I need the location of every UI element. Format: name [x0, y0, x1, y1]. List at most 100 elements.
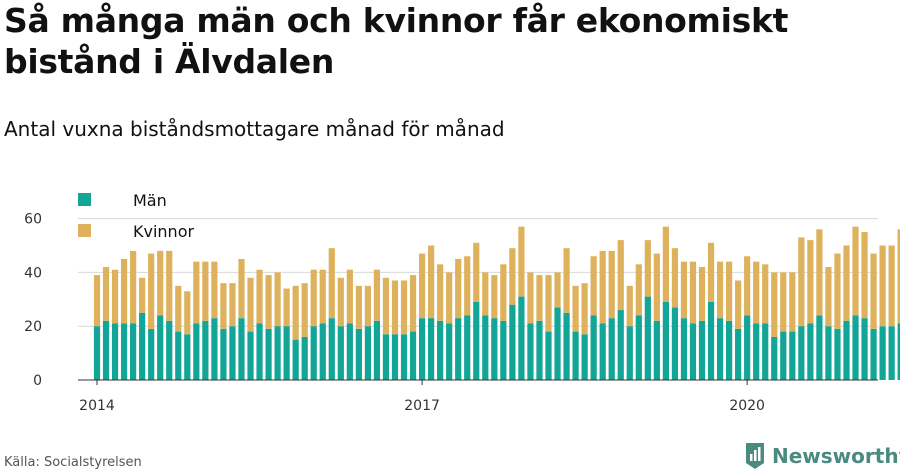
bar-men [536, 320, 543, 380]
bar-women [301, 283, 308, 337]
bar-men [554, 307, 561, 380]
bar-women [139, 277, 146, 313]
bar-men [256, 323, 263, 380]
bar-men [744, 315, 751, 380]
x-tick-label: 2014 [79, 398, 115, 414]
bar-men [202, 320, 209, 380]
bar-women [418, 253, 426, 319]
bar-men [753, 323, 760, 380]
page-title: Så många män och kvinnor får ekonomiskt … [4, 1, 789, 81]
bar-men [301, 336, 308, 380]
bar-women [626, 285, 633, 327]
bar-men [590, 315, 597, 380]
bar-men [418, 318, 426, 380]
bar-men [120, 323, 128, 380]
bar-men [175, 331, 182, 380]
bar-women [391, 280, 399, 335]
bar-men [319, 323, 326, 380]
source-note: Källa: Socialstyrelsen [4, 455, 142, 470]
bar-women [428, 245, 435, 319]
bar-women [825, 267, 832, 327]
bar-women [653, 253, 660, 321]
bar-women [888, 245, 895, 327]
bar-men [816, 315, 823, 380]
bar-men [698, 320, 706, 380]
bar-men [355, 328, 362, 380]
bar-men [653, 320, 660, 380]
bar-men [292, 339, 299, 380]
bar-women [527, 272, 534, 324]
bar-women [807, 240, 814, 324]
bar-women [166, 250, 173, 321]
bar-women [464, 256, 471, 316]
bar-women [130, 250, 137, 324]
bar-women [265, 275, 272, 329]
bar-men [364, 326, 371, 380]
bar-women [698, 267, 706, 321]
bar-women [247, 277, 254, 332]
bar-men [509, 304, 516, 380]
bar-men [879, 326, 886, 380]
bar-men [265, 328, 272, 380]
bar-men [888, 326, 895, 380]
y-axis: 0 20 40 60 [24, 212, 42, 389]
bar-women [897, 229, 900, 324]
bar-men [500, 320, 507, 380]
legend-label-women: Kvinnor [133, 222, 194, 241]
bar-women [689, 261, 697, 324]
bar-women [536, 275, 543, 321]
bar-men [807, 323, 814, 380]
bar-men [608, 318, 615, 380]
bar-men [852, 315, 859, 380]
bar-men [157, 315, 164, 380]
bar-women [283, 288, 290, 327]
x-tick-label: 2020 [729, 398, 765, 414]
bar-women [816, 229, 823, 316]
bar-women [355, 285, 362, 329]
bar-women [509, 248, 516, 305]
bar-men [716, 318, 724, 380]
bar-women [256, 269, 263, 324]
bar-men [527, 323, 534, 380]
bar-men [897, 323, 900, 380]
bar-men [337, 326, 344, 380]
bar-women [319, 269, 326, 324]
bar-men [518, 296, 525, 380]
bar-women [707, 242, 715, 302]
bar-men [400, 334, 408, 380]
bar-men [726, 320, 733, 380]
bar-women [310, 269, 317, 327]
y-tick-label: 20 [24, 319, 42, 335]
bar-men [111, 323, 119, 380]
bar-men [428, 318, 435, 380]
bar-men [193, 323, 200, 380]
bar-men [93, 326, 101, 380]
bar-women [157, 250, 164, 316]
bar-men [870, 328, 877, 380]
bar-women [373, 269, 381, 321]
bar-men [283, 326, 290, 380]
legend-swatch-women [78, 224, 91, 237]
bar-men [211, 318, 218, 380]
bar-men [762, 323, 769, 380]
bar-women [382, 277, 390, 335]
bar-women [229, 283, 236, 327]
bar-women [202, 261, 209, 321]
bar-women [482, 272, 489, 316]
x-axis: 2014201720202022 [78, 379, 878, 414]
bar-men [798, 326, 805, 380]
bar-men [617, 310, 624, 380]
bar-men [464, 315, 471, 380]
bar-women [220, 283, 227, 329]
bar-women [148, 253, 155, 329]
bar-women [455, 258, 462, 319]
bar-women [599, 250, 606, 324]
bar-men [563, 312, 570, 380]
bar-women [879, 245, 886, 327]
bar-women [617, 240, 624, 311]
bar-women [238, 258, 245, 319]
bar-women [274, 272, 281, 327]
x-tick-label: 2017 [404, 398, 440, 414]
bar-women [446, 272, 453, 324]
bar-women [716, 261, 724, 319]
